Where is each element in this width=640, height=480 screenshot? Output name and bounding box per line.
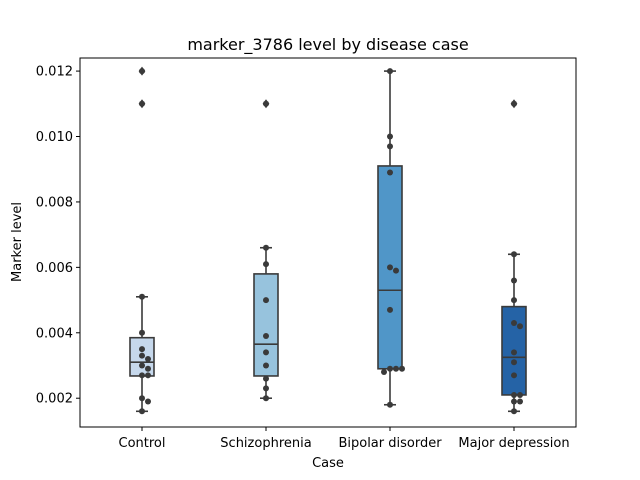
data-point bbox=[263, 385, 269, 392]
data-point bbox=[387, 133, 393, 140]
data-point bbox=[517, 323, 523, 330]
y-tick-label: 0.008 bbox=[36, 195, 73, 210]
data-point bbox=[399, 365, 405, 372]
y-axis-label: Marker level bbox=[10, 202, 25, 282]
data-point bbox=[139, 329, 145, 336]
data-point bbox=[517, 398, 523, 405]
data-point bbox=[263, 333, 269, 340]
data-point bbox=[387, 264, 393, 271]
data-point bbox=[145, 355, 151, 362]
data-point bbox=[387, 401, 393, 408]
data-point bbox=[139, 346, 145, 353]
data-point bbox=[511, 349, 517, 356]
y-tick-label: 0.004 bbox=[36, 326, 73, 341]
box-group-3 bbox=[377, 68, 405, 408]
data-point bbox=[511, 100, 517, 107]
data-point bbox=[263, 362, 269, 369]
data-point bbox=[511, 297, 517, 304]
x-tick-label: Control bbox=[119, 436, 166, 451]
chart-marks bbox=[129, 66, 527, 415]
chart-title: marker_3786 level by disease case bbox=[187, 35, 468, 55]
box-group-1 bbox=[129, 66, 155, 415]
x-tick-label: Major depression bbox=[458, 436, 569, 451]
x-axis-label: Case bbox=[312, 456, 344, 471]
plot-area bbox=[79, 57, 577, 428]
data-point bbox=[511, 251, 517, 258]
data-point bbox=[263, 100, 269, 107]
data-point bbox=[511, 372, 517, 379]
data-point bbox=[263, 261, 269, 268]
data-point bbox=[139, 100, 145, 107]
box bbox=[253, 273, 279, 377]
data-point bbox=[511, 398, 517, 405]
box-group-4 bbox=[501, 99, 527, 415]
data-point bbox=[393, 267, 399, 274]
data-point bbox=[263, 297, 269, 304]
x-tick-label: Bipolar disorder bbox=[338, 436, 442, 451]
data-point bbox=[381, 369, 387, 376]
data-point bbox=[511, 359, 517, 366]
data-point bbox=[263, 244, 269, 251]
data-point bbox=[263, 395, 269, 402]
data-point bbox=[139, 395, 145, 402]
data-point bbox=[145, 372, 151, 379]
data-point bbox=[387, 68, 393, 75]
y-axis: 0.002 0.004 0.006 0.008 0.010 0.012 bbox=[36, 65, 80, 407]
data-point bbox=[511, 277, 517, 284]
y-tick-label: 0.006 bbox=[36, 261, 73, 276]
data-point bbox=[139, 408, 145, 415]
data-point bbox=[387, 169, 393, 176]
data-point bbox=[511, 408, 517, 415]
y-tick-label: 0.002 bbox=[36, 392, 73, 407]
data-point bbox=[393, 365, 399, 372]
data-point bbox=[511, 319, 517, 326]
data-point bbox=[139, 293, 145, 300]
data-point bbox=[517, 391, 523, 398]
data-point bbox=[145, 365, 151, 372]
data-point bbox=[387, 143, 393, 150]
data-point bbox=[263, 375, 269, 382]
data-point bbox=[139, 372, 145, 379]
data-point bbox=[387, 365, 393, 372]
data-point bbox=[139, 352, 145, 359]
y-tick-label: 0.012 bbox=[36, 65, 73, 80]
data-point bbox=[511, 391, 517, 398]
y-tick-label: 0.010 bbox=[36, 130, 73, 145]
data-point bbox=[139, 362, 145, 369]
data-point bbox=[145, 398, 151, 405]
data-point bbox=[387, 306, 393, 313]
x-axis: Control Schizophrenia Bipolar disorder Majo… bbox=[119, 427, 570, 451]
data-point bbox=[263, 349, 269, 356]
box-group-2 bbox=[253, 99, 279, 402]
x-tick-label: Schizophrenia bbox=[220, 436, 311, 451]
data-point bbox=[139, 68, 145, 75]
